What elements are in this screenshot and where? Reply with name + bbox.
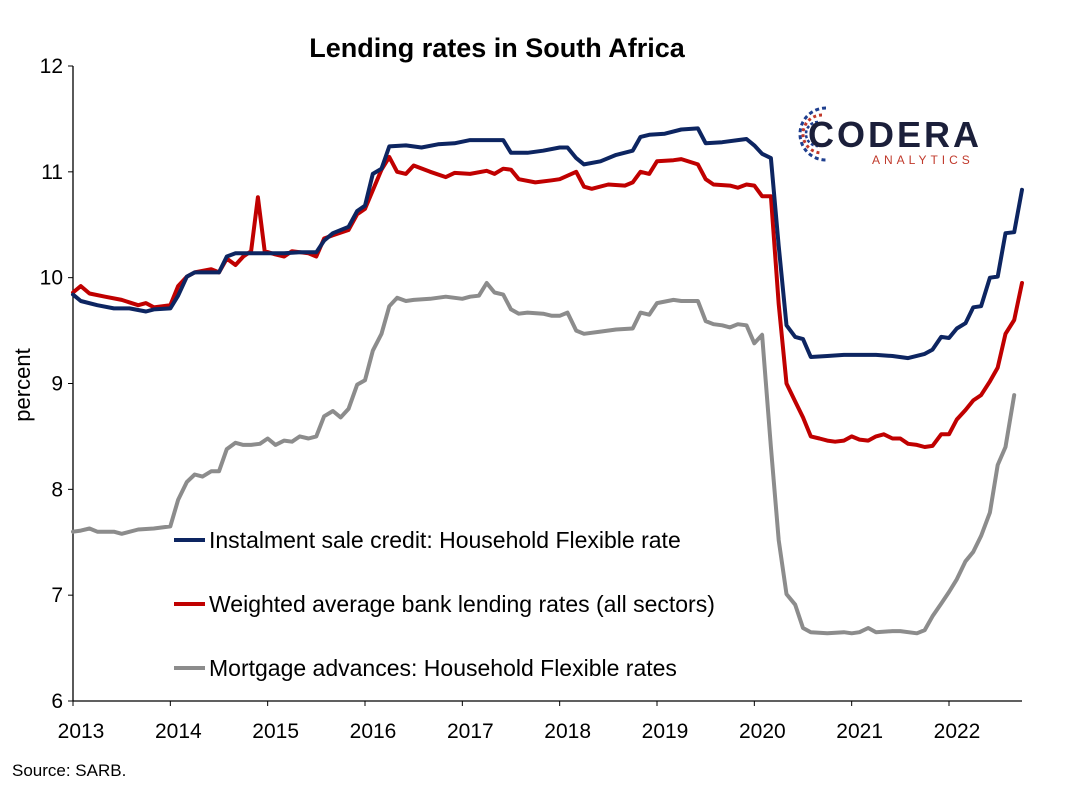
series-line-1 — [71, 155, 1024, 449]
x-tick-label: 2013 — [58, 720, 105, 743]
legend-label: Instalment sale credit: Household Flexib… — [209, 527, 681, 553]
y-tick-label: 6 — [51, 690, 63, 713]
series-line-2 — [71, 281, 1017, 636]
chart-title: Lending rates in South Africa — [309, 33, 686, 63]
x-ticks: 2013 2014 2015 2016 2017 2018 2019 2020 2021 2022 — [58, 701, 981, 743]
logo-subtext: ANALYTICS — [872, 153, 974, 167]
logo-word: CODERA — [808, 114, 982, 155]
x-tick-label: 2015 — [252, 720, 299, 743]
y-tick-label: 7 — [51, 584, 63, 607]
logo-mark-icon — [798, 106, 827, 162]
series-line-0 — [71, 126, 1024, 361]
x-tick-label: 2021 — [836, 720, 883, 743]
legend-item: Instalment sale credit: Household Flexib… — [174, 527, 681, 553]
y-axis-label: percent — [10, 348, 35, 421]
y-tick-label: 12 — [40, 55, 63, 78]
y-tick-label: 9 — [51, 373, 63, 396]
y-tick-label: 10 — [40, 267, 63, 290]
codera-logo: CODERA ANALYTICS — [798, 106, 982, 167]
x-tick-label: 2018 — [544, 720, 591, 743]
source-note: Source: SARB. — [12, 761, 126, 780]
legend-item: Weighted average bank lending rates (all… — [174, 591, 715, 617]
x-tick-label: 2014 — [155, 720, 202, 743]
x-tick-label: 2020 — [739, 720, 786, 743]
y-tick-label: 8 — [51, 478, 63, 501]
y-ticks: 6 7 8 9 10 11 12 — [40, 55, 73, 713]
series-lines — [71, 126, 1024, 636]
x-tick-label: 2022 — [934, 720, 981, 743]
legend-label: Weighted average bank lending rates (all… — [209, 591, 715, 617]
legend-item: Mortgage advances: Household Flexible ra… — [174, 655, 677, 681]
legend-label: Mortgage advances: Household Flexible ra… — [209, 655, 677, 681]
y-tick-label: 11 — [41, 161, 63, 184]
x-tick-label: 2019 — [642, 720, 689, 743]
x-tick-label: 2016 — [350, 720, 397, 743]
x-tick-label: 2017 — [447, 720, 494, 743]
legend: Instalment sale credit: Household Flexib… — [174, 527, 715, 681]
